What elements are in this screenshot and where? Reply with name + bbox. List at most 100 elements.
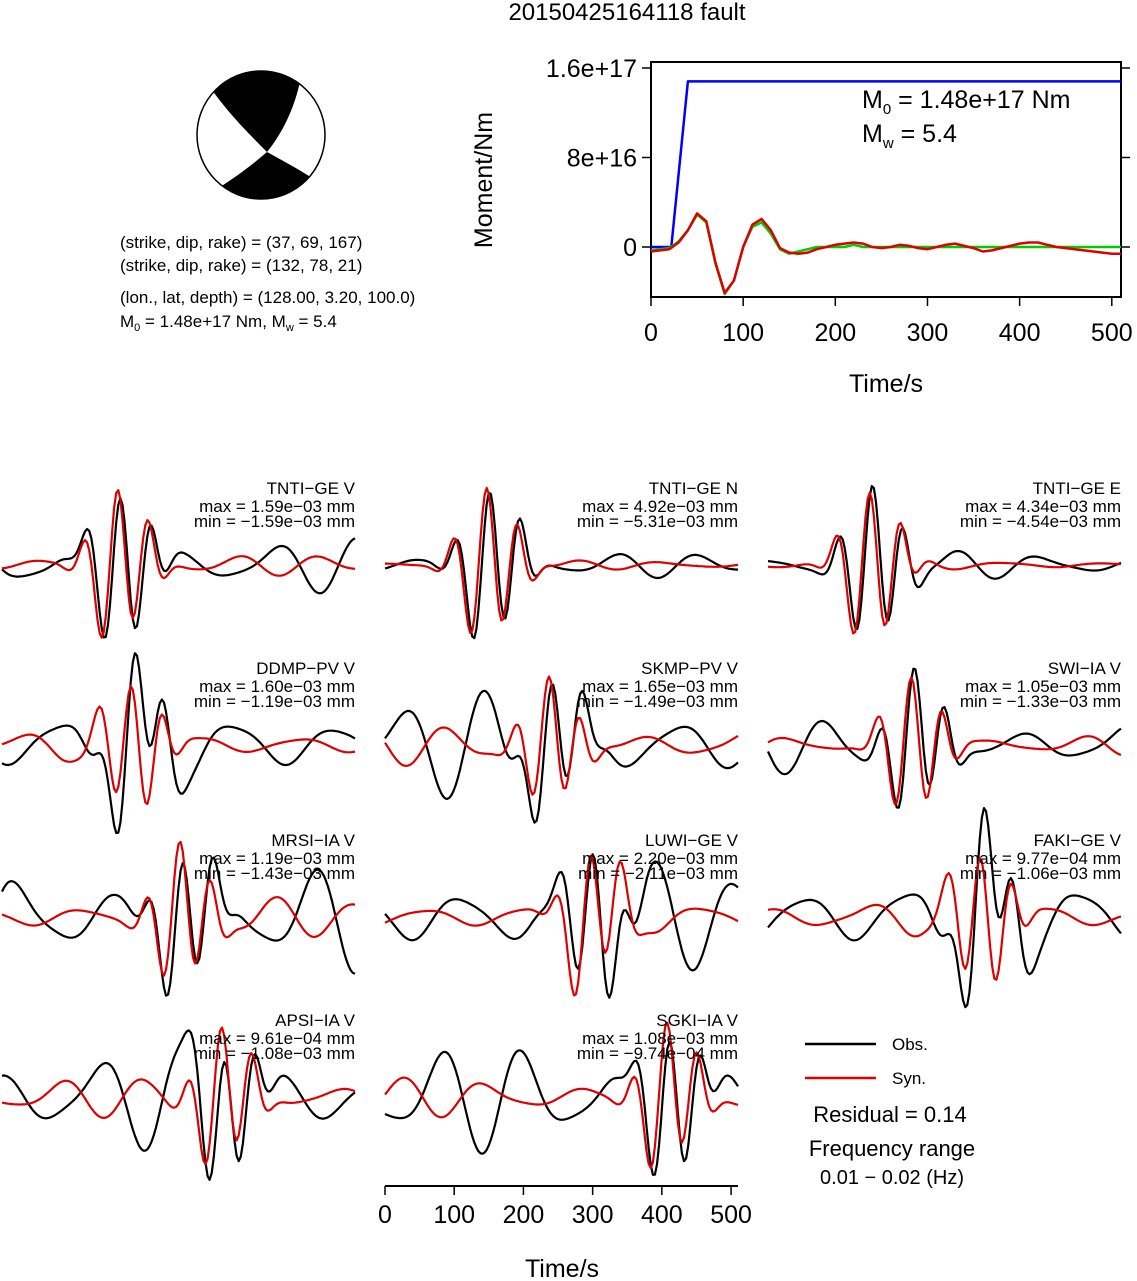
station-label: SGKI−IA V: [656, 1011, 738, 1030]
syn-trace: [384, 854, 739, 997]
station-max: max = 1.19e−03 mm: [199, 849, 355, 868]
mechanism-info: (strike, dip, rake) = (37, 69, 167) (str…: [120, 233, 415, 334]
m0-annotation: M0 = 1.48e+17 Nm: [862, 86, 1070, 118]
syn-trace: [767, 676, 1122, 806]
station-label: FAKI−GE V: [1034, 831, 1122, 850]
station-label: TNTI−GE E: [1033, 479, 1121, 498]
waveform-xlabel: Time/s: [525, 1255, 599, 1281]
waveform-xtick-label-1: 100: [433, 1201, 475, 1229]
station-label: MRSI−IA V: [271, 831, 355, 850]
obs-trace: [1, 497, 356, 639]
station-min: min = −1.59e−03 mm: [194, 512, 355, 531]
station-max: max = 1.60e−03 mm: [199, 677, 355, 696]
station-label: TNTI−GE N: [649, 479, 738, 498]
beachball-outline: [196, 70, 326, 200]
obs-trace: [384, 853, 739, 999]
syn-trace: [1, 685, 356, 805]
station-min: min = −1.08e−03 mm: [194, 1044, 355, 1063]
syn-trace: [1, 489, 356, 639]
frequency-range: 0.01 − 0.02 (Hz): [820, 1167, 964, 1189]
waveform-xtick-label-2: 200: [503, 1201, 545, 1229]
station-max: max = 1.59e−03 mm: [199, 497, 355, 516]
plane2-text: (strike, dip, rake) = (132, 78, 21): [120, 256, 362, 275]
obs-trace: [767, 485, 1122, 630]
station-min: min = −1.43e−03 mm: [194, 864, 355, 883]
station-min: min = −1.06e−03 mm: [960, 864, 1121, 883]
obs-trace: [384, 491, 739, 640]
moment-xtick-label-5: 500: [1091, 319, 1133, 347]
station-label: SWI−IA V: [1048, 659, 1122, 678]
station-max: max = 9.61e−04 mm: [199, 1029, 355, 1048]
moment-annotation: M0 = 1.48e+17 Nm Mw = 5.4: [862, 86, 1070, 152]
obs-trace: [767, 807, 1122, 1009]
station-label: TNTI−GE V: [267, 479, 356, 498]
mw-annotation: Mw = 5.4: [862, 120, 957, 152]
beachball-compression-top: [197, 71, 302, 152]
station-max: max = 1.08e−03 mm: [582, 1029, 738, 1048]
moment-axes: 0 100 200 300 400 500 0 8e+16 1.6e+17: [546, 55, 1133, 347]
station-max: max = 1.05e−03 mm: [965, 677, 1121, 696]
station-min: min = −5.31e−03 mm: [577, 512, 738, 531]
obs-trace: [1, 652, 356, 835]
station-min: min = −1.19e−03 mm: [194, 692, 355, 711]
syn-trace: [385, 486, 739, 634]
moment-series-0: [651, 80, 1121, 249]
moment-ylabel: Moment/Nm: [470, 112, 498, 248]
syn-trace: [767, 856, 1122, 981]
station-label: DDMP−PV V: [256, 659, 355, 678]
station-min: min = −9.74e−04 mm: [577, 1044, 738, 1063]
moment-xtick-label-1: 100: [722, 319, 764, 347]
syn-trace: [384, 675, 739, 796]
location-text: (lon., lat, depth) = (128.00, 3.20, 100.…: [120, 288, 415, 307]
station-max: max = 9.77e−04 mm: [965, 849, 1121, 868]
station-label: APSI−IA V: [275, 1011, 356, 1030]
obs-trace: [767, 667, 1122, 809]
frequency-label: Frequency range: [809, 1136, 975, 1161]
syn-trace: [1, 840, 356, 977]
syn-trace: [384, 1021, 739, 1170]
moment-xtick-label-4: 400: [999, 319, 1041, 347]
waveform-xtick-label-0: 0: [378, 1201, 392, 1229]
moment-xtick-label-2: 200: [814, 319, 856, 347]
station-min: min = −4.54e−03 mm: [960, 512, 1121, 531]
residual-text: Residual = 0.14: [813, 1102, 967, 1127]
beachball-compression-bottom: [210, 152, 312, 199]
moment-ytick-label-2: 1.6e+17: [546, 55, 637, 83]
moment-text: M0 = 1.48e+17 Nm, Mw = 5.4: [120, 312, 337, 334]
legend: Obs. Syn.: [805, 1035, 928, 1088]
station-label: LUWI−GE V: [645, 831, 739, 850]
obs-trace: [1, 856, 356, 997]
station-min: min = −1.49e−03 mm: [577, 692, 738, 711]
obs-trace: [384, 683, 739, 824]
station-max: max = 1.65e−03 mm: [582, 677, 738, 696]
moment-xlabel: Time/s: [849, 370, 923, 398]
legend-syn-label: Syn.: [892, 1069, 926, 1088]
obs-trace: [1, 1029, 356, 1181]
station-max: max = 4.92e−03 mm: [582, 497, 738, 516]
waveform-xtick-label-4: 400: [641, 1201, 683, 1229]
moment-xtick-label-3: 300: [907, 319, 949, 347]
station-min: min = −1.33e−03 mm: [960, 692, 1121, 711]
moment-rate-plot: 0 100 200 300 400 500 0 8e+16 1.6e+17 M0 = 1.48e…: [470, 55, 1133, 398]
waveform-time-axis: 0 100 200 300 400 500: [378, 1185, 752, 1229]
station-label: SKMP−PV V: [641, 659, 739, 678]
plane1-text: (strike, dip, rake) = (37, 69, 167): [120, 233, 362, 252]
moment-series-2: [650, 212, 1121, 295]
station-min: min = −2.11e−03 mm: [578, 864, 738, 883]
syn-trace: [1, 1026, 356, 1166]
syn-trace: [767, 491, 1122, 635]
moment-ytick-label-0: 0: [623, 234, 637, 262]
moment-series-group: [650, 80, 1121, 296]
moment-xtick-label-0: 0: [644, 319, 658, 347]
